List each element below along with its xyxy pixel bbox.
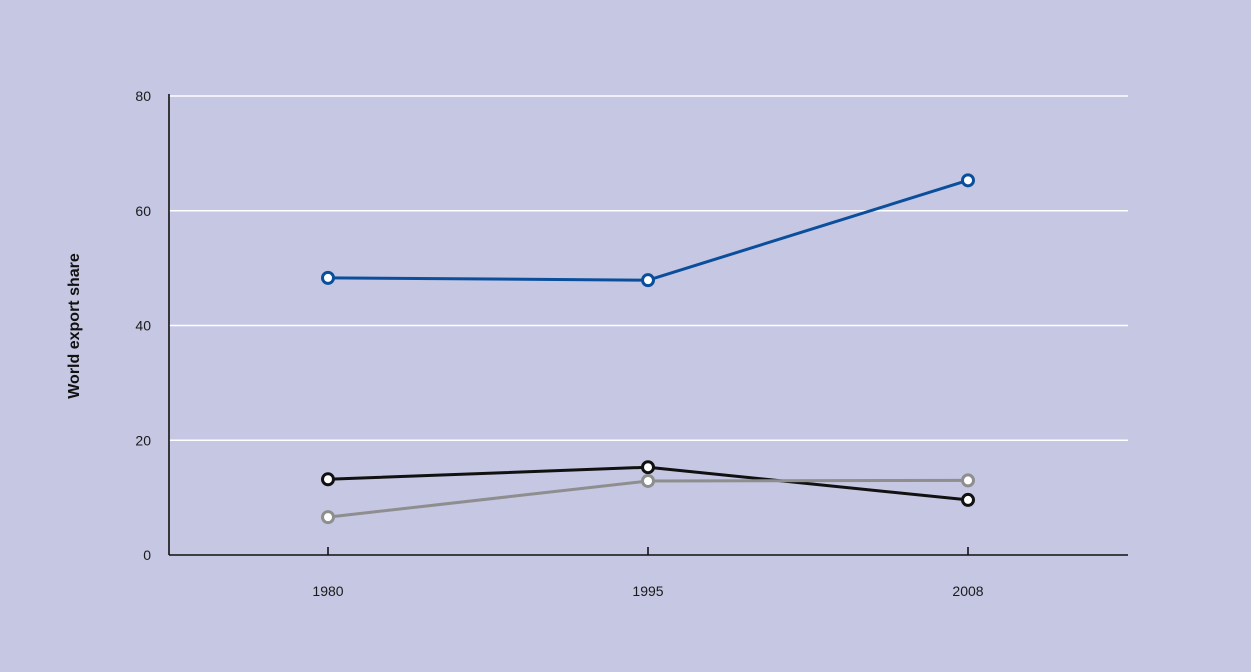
x-tick-label: 1980 <box>312 583 343 599</box>
series-1-marker <box>641 273 655 288</box>
y-tick-label: 20 <box>135 432 151 448</box>
y-tick-label: 0 <box>143 547 151 563</box>
y-axis-title: World export share <box>66 253 83 399</box>
x-tick-label: 1995 <box>632 583 663 599</box>
series-1-marker <box>321 270 335 285</box>
series-3-marker <box>321 510 335 525</box>
axes <box>168 94 1128 556</box>
series-2-marker <box>641 460 655 475</box>
x-tick-label: 2008 <box>952 583 983 599</box>
series-2-marker <box>321 472 335 487</box>
series-lines <box>321 173 975 525</box>
tick-labels: 0 20 40 60 80 1980 1995 2008 <box>135 88 983 599</box>
y-tick-label: 60 <box>135 203 151 219</box>
gridlines <box>169 95 1128 441</box>
y-tick-label: 40 <box>135 318 151 334</box>
series-3-marker <box>641 473 655 488</box>
y-tick-label: 80 <box>135 88 151 104</box>
series-line-1 <box>326 178 970 282</box>
series-2-marker <box>961 492 975 507</box>
series-3-marker <box>961 473 975 488</box>
series-1-marker <box>961 173 975 188</box>
